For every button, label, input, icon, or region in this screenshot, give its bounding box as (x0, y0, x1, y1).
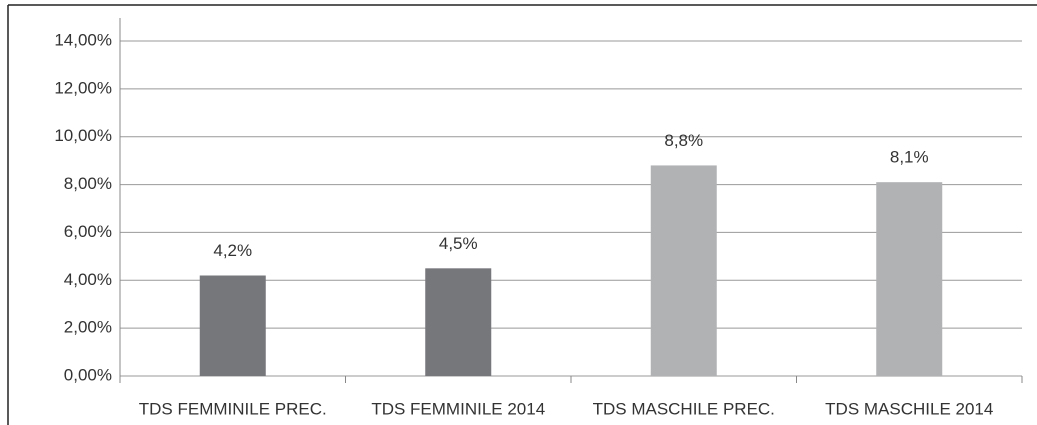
y-tick-label: 0,00% (64, 365, 112, 384)
value-label: 4,2% (213, 241, 252, 260)
x-tick-label: TDS MASCHILE 2014 (825, 399, 993, 418)
value-label: 8,1% (890, 148, 929, 167)
y-tick-label: 2,00% (64, 318, 112, 337)
y-tick-label: 12,00% (54, 78, 112, 97)
y-tick-label: 14,00% (54, 30, 112, 49)
x-tick-label: TDS FEMMINILE PREC. (139, 399, 327, 418)
y-tick-label: 4,00% (64, 270, 112, 289)
bar (199, 275, 266, 376)
value-label: 8,8% (664, 131, 703, 150)
bar (650, 165, 717, 376)
x-tick-label: TDS FEMMINILE 2014 (371, 399, 545, 418)
bar (425, 268, 492, 376)
y-tick-label: 6,00% (64, 222, 112, 241)
x-tick-label: TDS MASCHILE PREC. (593, 399, 775, 418)
value-label: 4,5% (439, 234, 478, 253)
bar (876, 182, 943, 376)
y-tick-label: 8,00% (64, 174, 112, 193)
y-tick-label: 10,00% (54, 126, 112, 145)
